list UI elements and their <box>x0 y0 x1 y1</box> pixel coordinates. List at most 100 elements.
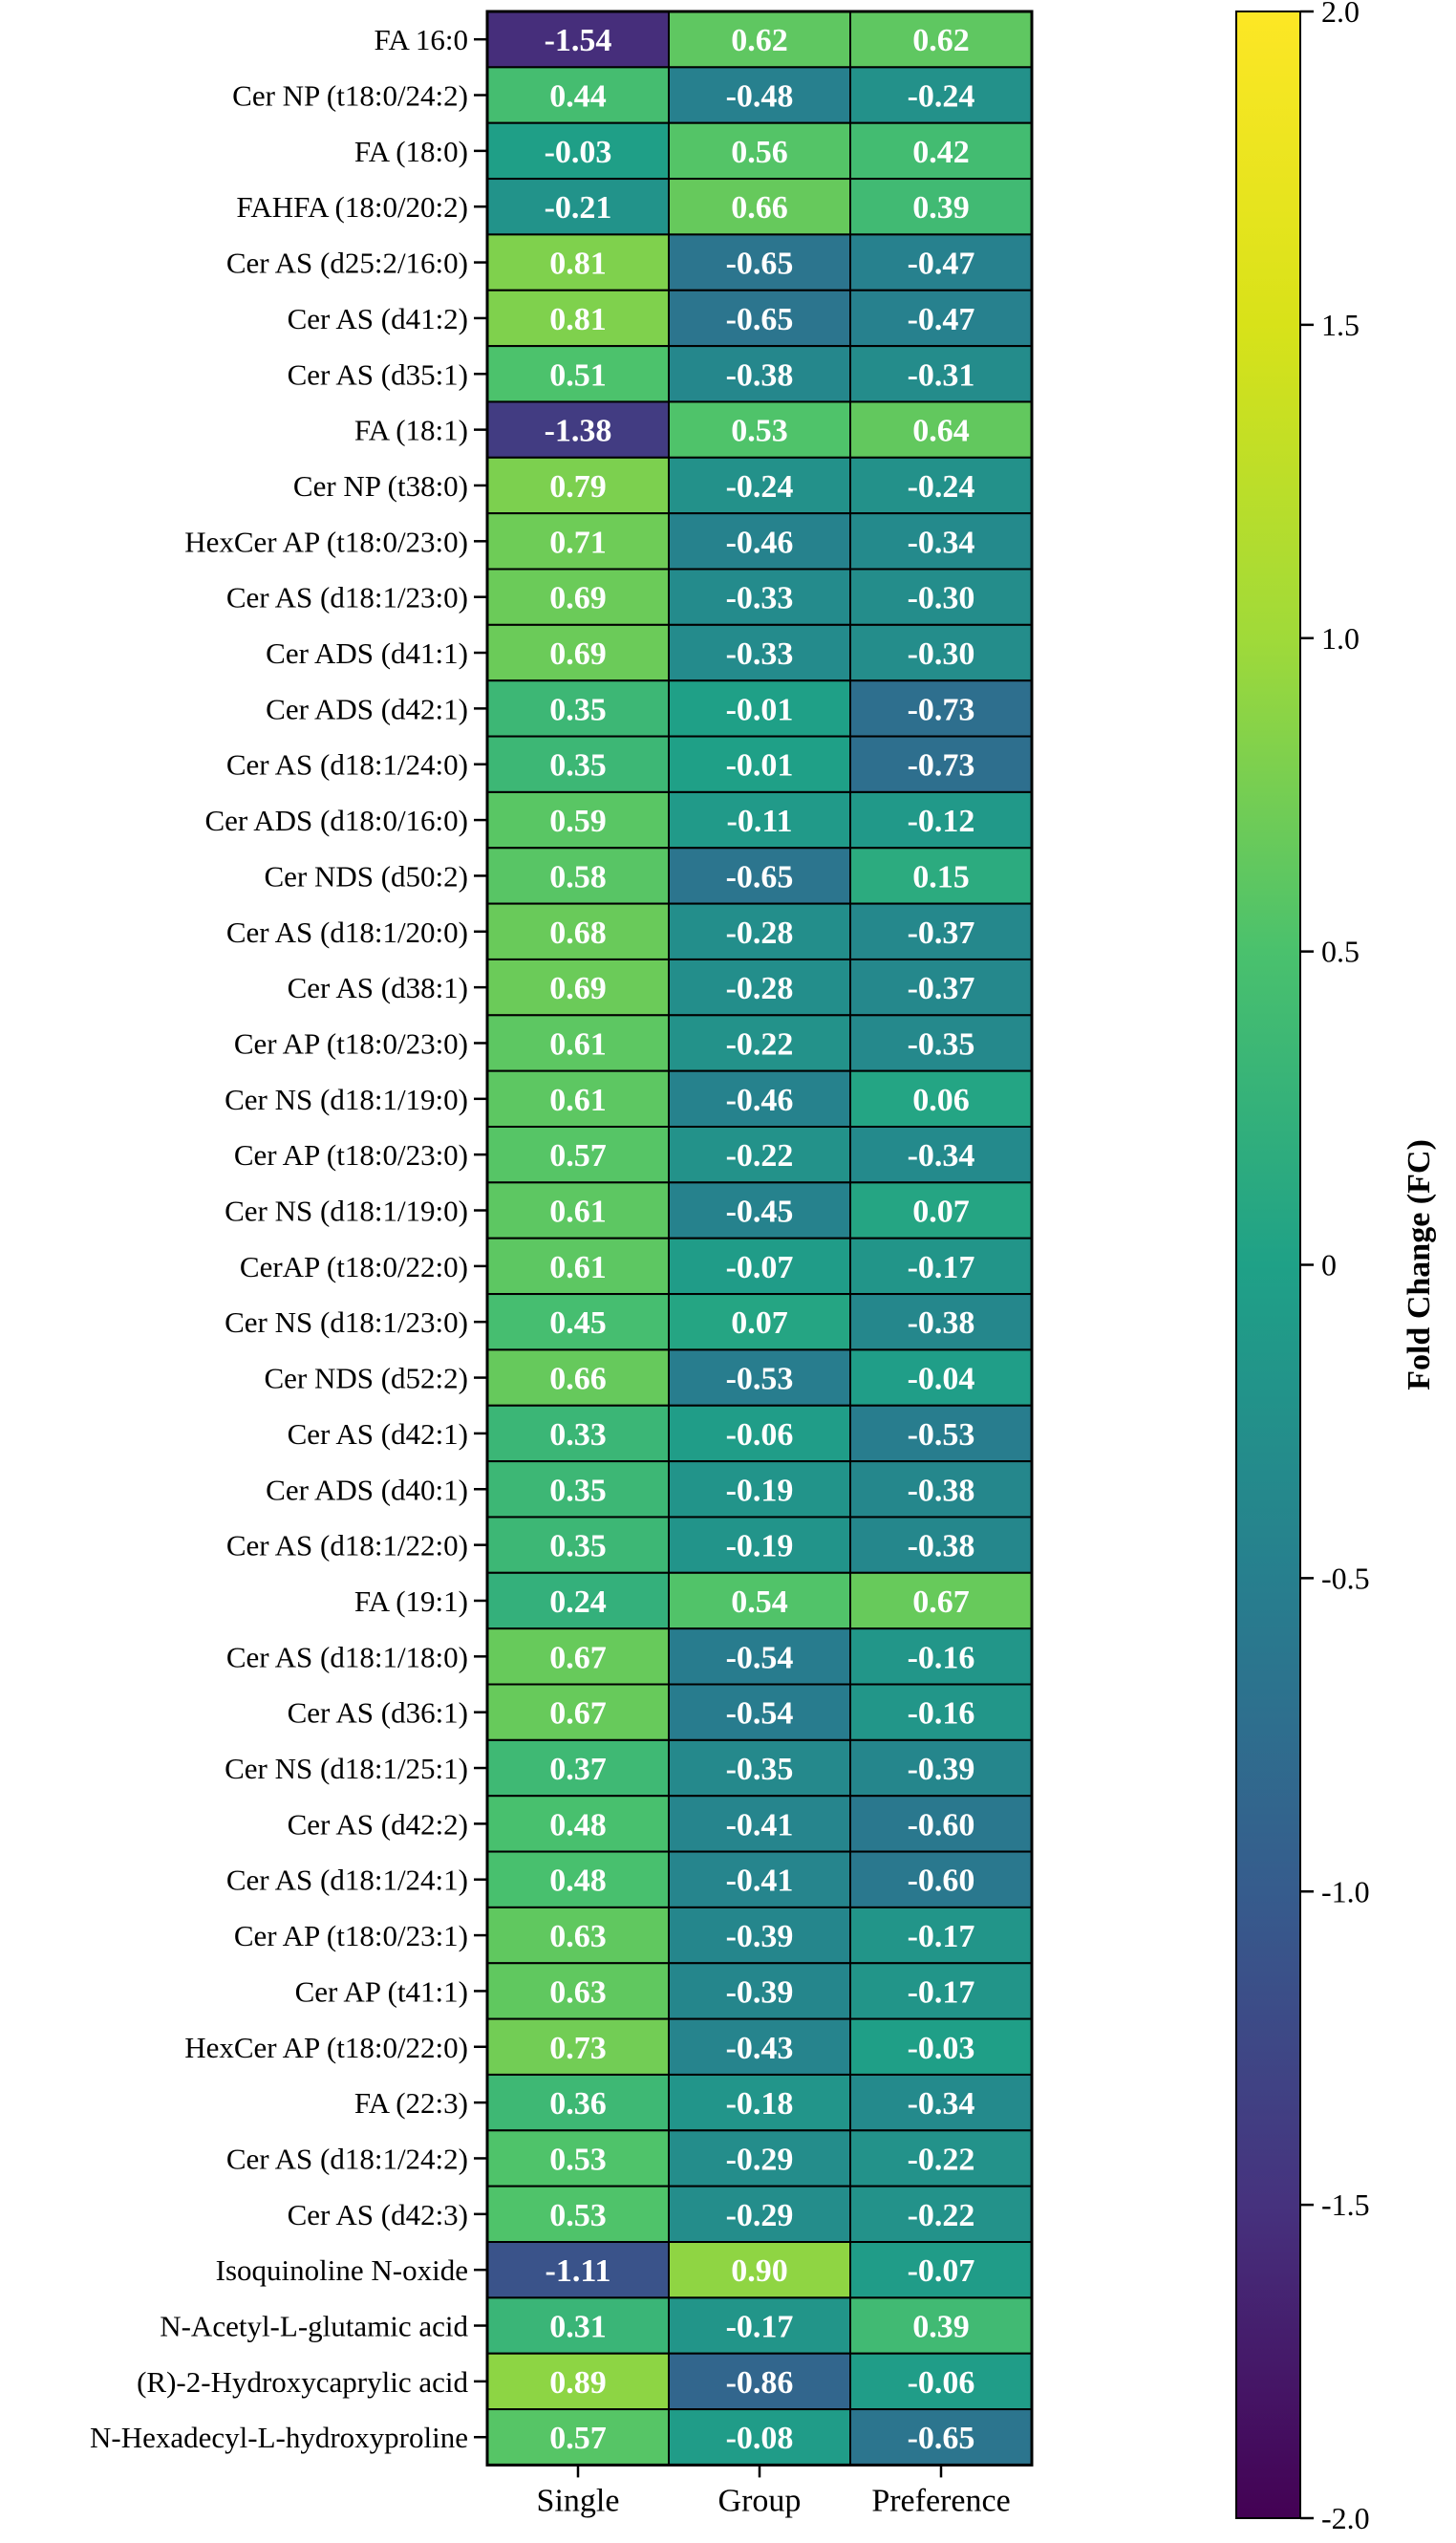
row-label: Cer AP (t18:0/23:0) <box>234 1026 468 1060</box>
cell-value-label: -0.53 <box>726 1362 794 1397</box>
cell-value-label: -0.35 <box>908 1026 975 1062</box>
heatmap-cell <box>849 1850 1033 1908</box>
cell-value-label: 0.39 <box>912 2310 970 2345</box>
cell-value-label: -0.34 <box>908 2086 975 2122</box>
heatmap-cell <box>849 1962 1033 2020</box>
cell-value-label: 0.53 <box>549 2142 607 2177</box>
cell-value-label: -0.30 <box>908 636 975 672</box>
row-label: Cer AS (d35:1) <box>288 357 468 391</box>
row-label: Cer NS (d18:1/19:0) <box>225 1195 468 1228</box>
heatmap-cell <box>849 1460 1033 1519</box>
cell-value-label: -0.17 <box>908 1974 975 2010</box>
cell-value-label: -0.08 <box>726 2421 794 2456</box>
row-label: Cer ADS (d18:0/16:0) <box>204 804 468 837</box>
row-label: (R)-2-Hydroxycaprylic acid <box>137 2365 468 2399</box>
cell-value-label: 0.61 <box>549 1083 607 1118</box>
heatmap-cell <box>668 1571 851 1630</box>
colorbar-tick-label: 0 <box>1321 1248 1337 1282</box>
cell-value-label: 0.54 <box>731 1584 788 1620</box>
row-label: Cer ADS (d41:1) <box>266 636 468 670</box>
heatmap-cell <box>849 121 1033 181</box>
heatmap-cell <box>849 1683 1033 1741</box>
heatmap-cell <box>849 2129 1033 2187</box>
cell-value-label: -1.54 <box>545 23 612 58</box>
row-label: Cer AS (d18:1/18:0) <box>226 1640 468 1673</box>
row-label: Cer NP (t18:0/24:2) <box>232 79 468 113</box>
cell-value-label: 0.61 <box>549 1250 607 1285</box>
cell-value-label: -0.38 <box>726 357 794 393</box>
cell-value-label: 0.62 <box>912 23 970 58</box>
heatmap-cell <box>849 790 1033 850</box>
row-label: FA 16:0 <box>375 23 468 56</box>
cell-value-label: 0.90 <box>731 2253 788 2289</box>
row-label: FA (18:1) <box>354 414 468 447</box>
cell-value-label: -0.03 <box>908 2031 975 2066</box>
row-label: Cer AS (d38:1) <box>288 971 468 1004</box>
cell-value-label: 0.36 <box>549 2086 607 2122</box>
row-label: Cer AS (d42:1) <box>288 1417 468 1451</box>
heatmap-cell <box>668 1126 851 1184</box>
heatmap-cell <box>668 178 851 236</box>
heatmap-cell <box>668 2017 851 2076</box>
column-label: Preference <box>871 2483 1010 2518</box>
cell-value-label: 0.37 <box>549 1752 607 1787</box>
cell-value-label: -0.38 <box>908 1305 975 1341</box>
heatmap-cell <box>849 2408 1033 2467</box>
cell-value-label: -0.11 <box>727 804 793 839</box>
heatmap-cell <box>849 1571 1033 1630</box>
cell-value-label: -0.28 <box>726 971 794 1006</box>
cell-value-label: 0.81 <box>549 247 607 282</box>
row-label: Cer AS (d18:1/22:0) <box>226 1529 468 1562</box>
heatmap-cell <box>486 1850 670 1908</box>
heatmap-cell <box>486 1795 670 1853</box>
heatmap-cell <box>486 1738 670 1798</box>
heatmap-cell <box>486 2185 670 2243</box>
cell-value-label: 0.59 <box>549 804 607 839</box>
cell-value-label: 0.39 <box>912 190 970 226</box>
heatmap-cell <box>486 1962 670 2020</box>
heatmap-cell <box>849 1906 1033 1965</box>
colorbar-tick-label: 2.0 <box>1321 0 1360 29</box>
row-label: Cer AS (d36:1) <box>288 1696 468 1730</box>
row-label: CerAP (t18:0/22:0) <box>240 1250 468 1283</box>
cell-value-label: -0.45 <box>726 1195 794 1230</box>
cell-value-label: -0.38 <box>908 1473 975 1508</box>
heatmap-cell <box>668 1014 851 1072</box>
heatmap-cell <box>486 790 670 850</box>
heatmap-cell <box>486 121 670 181</box>
cell-value-label: 0.66 <box>731 190 788 226</box>
heatmap-cell <box>486 178 670 236</box>
cell-value-label: -0.41 <box>726 1864 794 1899</box>
cell-value-label: 0.79 <box>549 469 607 505</box>
cell-value-label: -0.06 <box>908 2365 975 2401</box>
cell-value-label: -0.60 <box>908 1807 975 1843</box>
cell-value-label: -0.54 <box>726 1640 794 1675</box>
cell-value-label: 0.48 <box>549 1864 607 1899</box>
row-label: HexCer AP (t18:0/23:0) <box>184 525 468 558</box>
cell-value-label: 0.69 <box>549 636 607 672</box>
heatmap-cell <box>486 1237 670 1296</box>
cell-value-label: -0.86 <box>726 2365 794 2401</box>
cell-value-label: -0.54 <box>726 1696 794 1732</box>
colorbar-gradient <box>1235 11 1301 2519</box>
cell-value-label: -0.43 <box>726 2031 794 2066</box>
cell-value-label: 0.42 <box>912 135 970 170</box>
heatmap-cell <box>668 568 851 626</box>
row-label: N-Hexadecyl-L-hydroxyproline <box>90 2421 468 2454</box>
cell-value-label: -0.35 <box>726 1752 794 1787</box>
heatmap-cell <box>486 345 670 403</box>
heatmap-cell <box>849 1181 1033 1239</box>
cell-value-label: -0.39 <box>726 1974 794 2010</box>
cell-value-label: -0.38 <box>908 1529 975 1564</box>
heatmap-cell <box>668 1293 851 1351</box>
cell-value-label: 0.35 <box>549 692 607 727</box>
cell-value-label: -0.24 <box>726 469 794 505</box>
colorbar-tick-label: -2.0 <box>1321 2501 1370 2535</box>
cell-value-label: -0.24 <box>908 469 975 505</box>
cell-value-label: -0.03 <box>545 135 612 170</box>
cell-value-label: -0.19 <box>726 1473 794 1508</box>
cell-value-label: -0.33 <box>726 636 794 672</box>
cell-value-label: -0.37 <box>908 971 975 1006</box>
cell-value-label: -0.17 <box>908 1919 975 1954</box>
